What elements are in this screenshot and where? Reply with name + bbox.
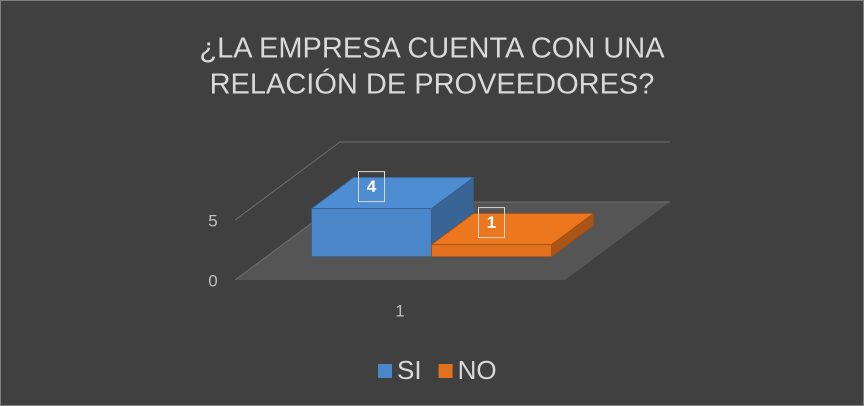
legend-label: NO [458,355,497,385]
y-tick-label: 0 [208,271,217,290]
data-label: 4 [367,177,377,196]
bar-front [311,208,432,258]
bar-front [431,244,552,258]
chart-title: ¿LA EMPRESA CUENTA CON UNA [199,33,665,65]
y-tick-label: 5 [208,211,217,230]
grid-line [234,141,670,221]
bar [430,212,595,258]
data-label-box [358,171,385,203]
legend-swatch [378,364,392,378]
legend-swatch [438,364,453,378]
legend-label: SI [397,355,422,385]
data-label: 1 [487,213,496,232]
chart-title: RELACIÓN DE PROVEEDORES? [210,68,655,101]
data-label-box [478,207,505,239]
x-tick-label: 1 [395,301,404,320]
